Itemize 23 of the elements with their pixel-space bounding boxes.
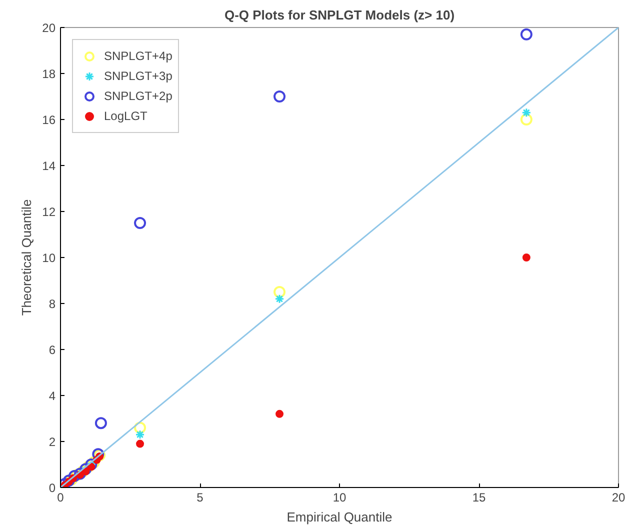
x-tick-label: 5 (196, 490, 204, 504)
x-tick-label: 10 (332, 490, 346, 504)
chart-title: Q-Q Plots for SNPLGT Models (z> 10) (224, 8, 455, 22)
legend-label: SNPLGT+3p (104, 69, 172, 83)
x-tick-label: 15 (472, 490, 486, 504)
y-axis-title: Theoretical Quantile (19, 199, 34, 316)
legend-label: LogLGT (104, 109, 148, 123)
y-tick-label: 10 (42, 251, 56, 265)
y-tick-label: 6 (48, 343, 56, 357)
y-tick-label: 2 (48, 435, 56, 449)
y-tick-label: 16 (42, 113, 56, 127)
y-tick-label: 12 (42, 205, 56, 219)
legend-label: SNPLGT+2p (104, 89, 172, 103)
y-tick-label: 8 (48, 297, 56, 311)
y-tick-label: 20 (42, 21, 56, 35)
y-tick-label: 4 (48, 389, 56, 403)
y-tick-label: 14 (42, 159, 56, 173)
legend-label: SNPLGT+4p (104, 49, 172, 63)
x-axis-title: Empirical Quantile (286, 510, 392, 524)
y-tick-label: 0 (48, 481, 56, 495)
x-tick-label: 0 (57, 490, 64, 504)
x-tick-label: 20 (612, 490, 626, 504)
y-tick-label: 18 (42, 67, 56, 81)
